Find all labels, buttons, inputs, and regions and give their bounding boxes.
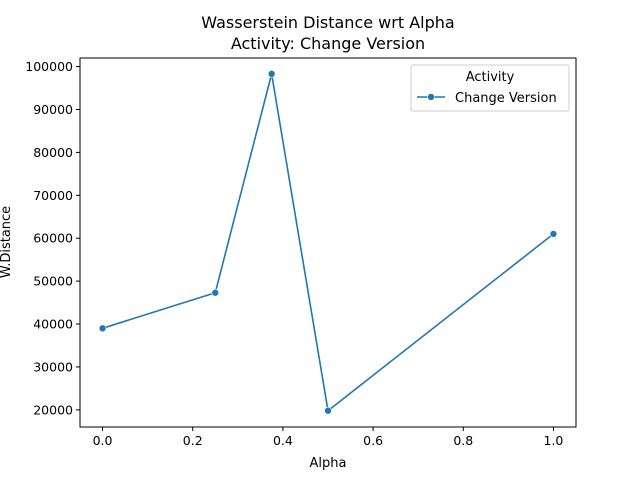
y-tick-label: 30000 — [33, 359, 73, 374]
x-tick-label: 0.4 — [273, 433, 293, 448]
y-tick-label: 90000 — [33, 102, 73, 117]
chart-subtitle: Activity: Change Version — [231, 34, 425, 53]
legend-box — [410, 64, 570, 112]
x-axis: 0.0 0.2 0.4 0.6 0.8 1.0 — [93, 427, 564, 448]
plot-border — [79, 57, 577, 428]
y-tick-label: 20000 — [33, 402, 73, 417]
series-line-0 — [102, 73, 554, 412]
data-point-3 — [324, 406, 332, 415]
legend-title: Activity — [466, 70, 515, 85]
x-tick-label: 0.0 — [93, 433, 113, 448]
legend: Activity Change Version — [410, 64, 570, 112]
data-point-1 — [211, 288, 220, 297]
plot-area — [79, 57, 577, 428]
y-tick-label: 40000 — [33, 317, 73, 332]
y-tick-label: 70000 — [33, 188, 73, 203]
legend-label-change-version: Change Version — [455, 91, 557, 106]
y-tick-label: 50000 — [33, 274, 73, 289]
x-tick-label: 0.2 — [183, 433, 203, 448]
x-axis-label: Alpha — [310, 456, 347, 471]
series-layer — [98, 70, 558, 415]
legend-marker-change-version — [427, 93, 435, 101]
chart-title: Wasserstein Distance wrt Alpha — [201, 13, 454, 32]
y-tick-label: 60000 — [33, 231, 73, 246]
data-point-0 — [98, 324, 107, 333]
y-axis-label: W.Distance — [0, 206, 14, 278]
x-tick-label: 0.8 — [453, 433, 473, 448]
data-point-4 — [549, 230, 558, 238]
x-tick-label: 1.0 — [544, 433, 564, 448]
x-tick-label: 0.6 — [363, 433, 383, 448]
data-point-2 — [267, 70, 276, 78]
y-tick-label: 80000 — [33, 145, 73, 160]
y-tick-label: 100000 — [25, 59, 73, 74]
y-axis: 20000 30000 40000 50000 60000 70000 80000 90000… — [25, 59, 80, 417]
